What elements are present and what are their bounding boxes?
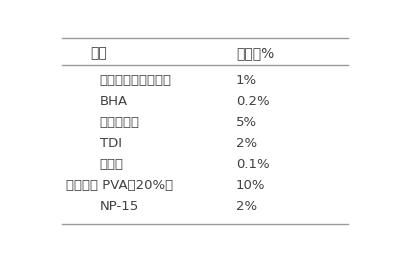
Text: 5%: 5% <box>236 116 257 129</box>
Text: 含量，%: 含量，% <box>236 47 274 61</box>
Text: 芳烃溶剂油: 芳烃溶剂油 <box>100 116 140 129</box>
Text: 2%: 2% <box>236 200 257 213</box>
Text: 0.2%: 0.2% <box>236 95 270 108</box>
Text: 1%: 1% <box>236 74 257 87</box>
Text: 0.1%: 0.1% <box>236 158 270 171</box>
Text: 已二胺: 已二胺 <box>100 158 124 171</box>
Text: 10%: 10% <box>236 179 266 192</box>
Text: 2%: 2% <box>236 137 257 150</box>
Text: BHA: BHA <box>100 95 128 108</box>
Text: 聚乙烯醇 PVA（20%）: 聚乙烯醇 PVA（20%） <box>66 179 173 192</box>
Text: 高效氯氟氰菊酵原药: 高效氯氟氰菊酵原药 <box>100 74 172 87</box>
Text: TDI: TDI <box>100 137 122 150</box>
Text: 组分: 组分 <box>90 47 107 61</box>
Text: NP-15: NP-15 <box>100 200 139 213</box>
